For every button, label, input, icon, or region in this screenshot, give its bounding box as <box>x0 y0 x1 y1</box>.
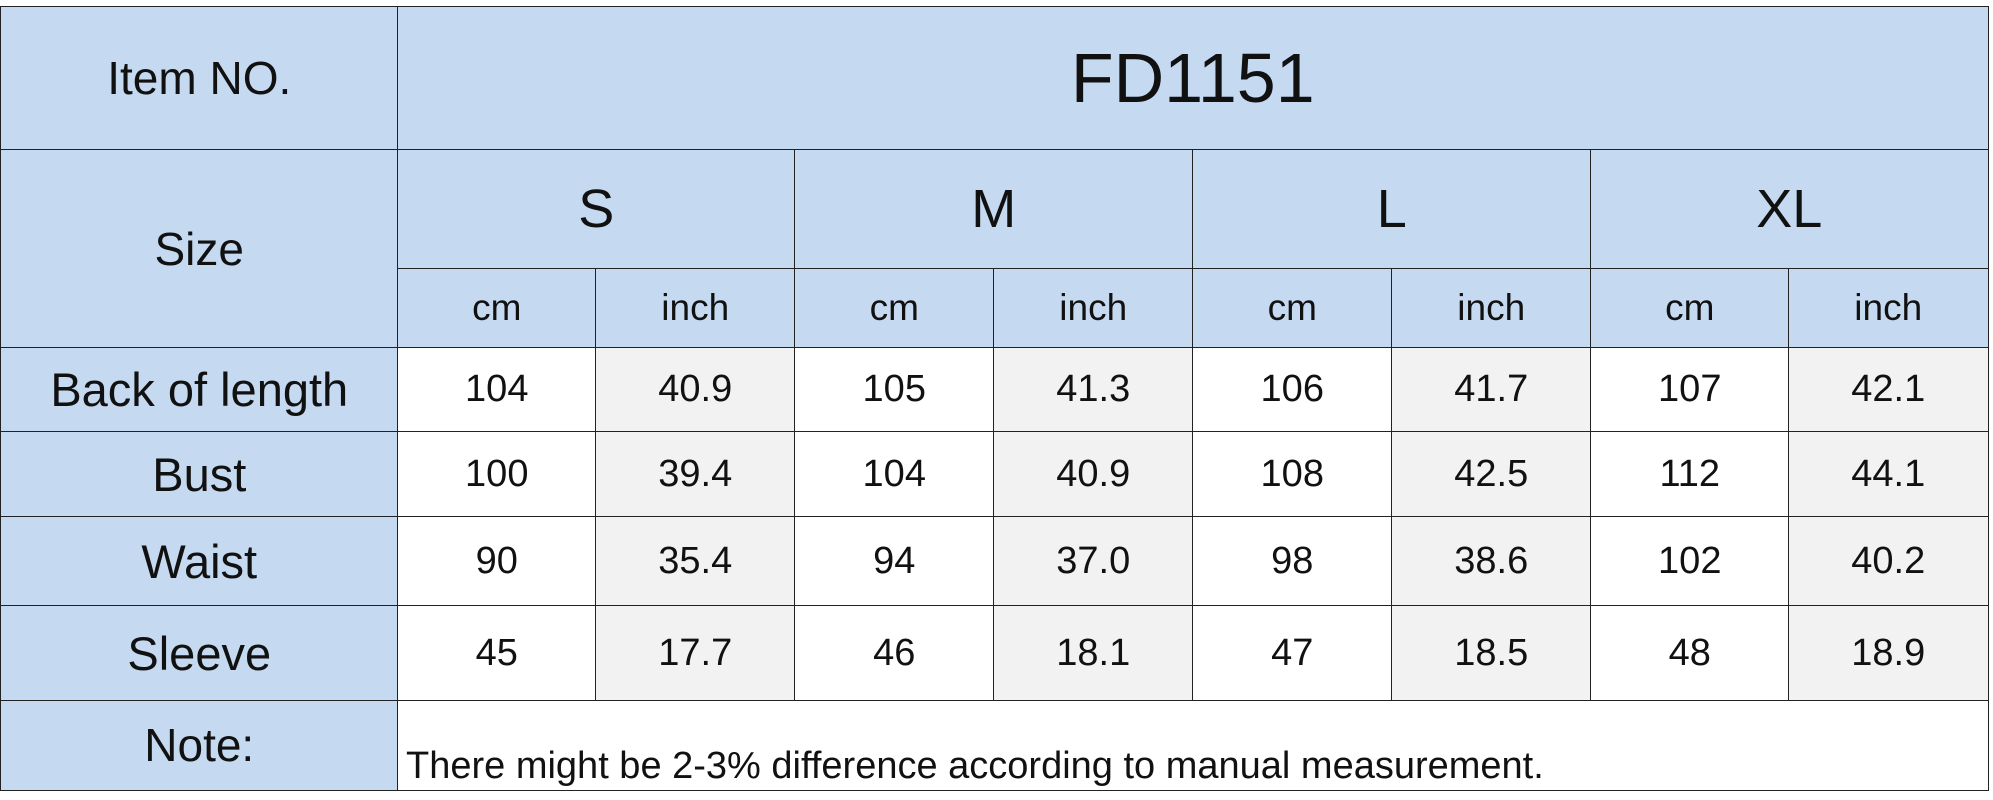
value-cell: 42.1 <box>1788 347 1989 433</box>
unit-header: inch <box>1788 268 1989 349</box>
value-cell: 40.2 <box>1788 516 1989 607</box>
size-header: M <box>794 149 1194 270</box>
value-cell: 18.9 <box>1788 605 1989 702</box>
value-cell: 98 <box>1192 516 1393 607</box>
unit-header: cm <box>1590 268 1790 349</box>
unit-header: cm <box>1192 268 1393 349</box>
value-cell: 46 <box>794 605 995 702</box>
value-cell: 104 <box>794 431 995 518</box>
value-cell: 41.3 <box>993 347 1194 433</box>
value-cell: 47 <box>1192 605 1393 702</box>
value-cell: 18.5 <box>1391 605 1592 702</box>
value-cell: 90 <box>397 516 597 607</box>
row-label: Bust <box>0 431 399 518</box>
unit-header: inch <box>993 268 1194 349</box>
item-value: FD1151 <box>397 6 1989 151</box>
value-cell: 105 <box>794 347 995 433</box>
value-cell: 45 <box>397 605 597 702</box>
item-label: Item NO. <box>0 6 399 151</box>
note-label: Note: <box>0 700 399 791</box>
value-cell: 18.1 <box>993 605 1194 702</box>
value-cell: 106 <box>1192 347 1393 433</box>
unit-header: cm <box>397 268 597 349</box>
value-cell: 108 <box>1192 431 1393 518</box>
value-cell: 17.7 <box>595 605 796 702</box>
value-cell: 100 <box>397 431 597 518</box>
value-cell: 44.1 <box>1788 431 1989 518</box>
size-label: Size <box>0 149 399 349</box>
row-label: Back of length <box>0 347 399 433</box>
value-cell: 40.9 <box>993 431 1194 518</box>
value-cell: 42.5 <box>1391 431 1592 518</box>
value-cell: 94 <box>794 516 995 607</box>
value-cell: 112 <box>1590 431 1790 518</box>
row-label: Sleeve <box>0 605 399 702</box>
row-label: Waist <box>0 516 399 607</box>
value-cell: 35.4 <box>595 516 796 607</box>
value-cell: 41.7 <box>1391 347 1592 433</box>
value-cell: 104 <box>397 347 597 433</box>
value-cell: 102 <box>1590 516 1790 607</box>
value-cell: 38.6 <box>1391 516 1592 607</box>
size-header: L <box>1192 149 1592 270</box>
value-cell: 40.9 <box>595 347 796 433</box>
unit-header: inch <box>1391 268 1592 349</box>
note-text: There might be 2-3% difference according… <box>397 700 1989 791</box>
value-cell: 107 <box>1590 347 1790 433</box>
value-cell: 37.0 <box>993 516 1194 607</box>
size-header: XL <box>1590 149 1989 270</box>
unit-header: inch <box>595 268 796 349</box>
value-cell: 48 <box>1590 605 1790 702</box>
size-header: S <box>397 149 796 270</box>
value-cell: 39.4 <box>595 431 796 518</box>
unit-header: cm <box>794 268 995 349</box>
